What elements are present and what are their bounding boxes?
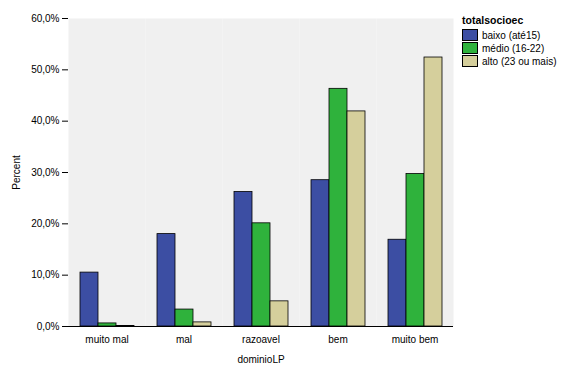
svg-text:muito bem: muito bem <box>392 334 439 345</box>
svg-text:10,0%: 10,0% <box>31 269 59 280</box>
svg-text:30,0%: 30,0% <box>31 167 59 178</box>
html-text:alto (23 ou mais): alto (23 ou mais) <box>482 55 557 67</box>
svg-text:mal: mal <box>176 334 192 345</box>
html-text:baixo (até15): baixo (até15) <box>482 29 541 41</box>
svg-text:bem: bem <box>328 334 347 345</box>
svg-text:40,0%: 40,0% <box>31 115 59 126</box>
svg-text:0,0%: 0,0% <box>37 321 60 332</box>
svg-text:razoavel: razoavel <box>242 334 280 345</box>
svg-text:50,0%: 50,0% <box>31 64 59 75</box>
svg-text:muito mal: muito mal <box>85 334 128 345</box>
svg-text:20,0%: 20,0% <box>31 218 59 229</box>
svg-text:Percent: Percent <box>11 155 22 190</box>
svg-text:dominioLP: dominioLP <box>237 354 285 365</box>
html-text:médio (16-22): médio (16-22) <box>482 42 545 54</box>
svg-text:60,0%: 60,0% <box>31 13 59 24</box>
html-text:totalsocioec: totalsocioec <box>462 14 524 26</box>
